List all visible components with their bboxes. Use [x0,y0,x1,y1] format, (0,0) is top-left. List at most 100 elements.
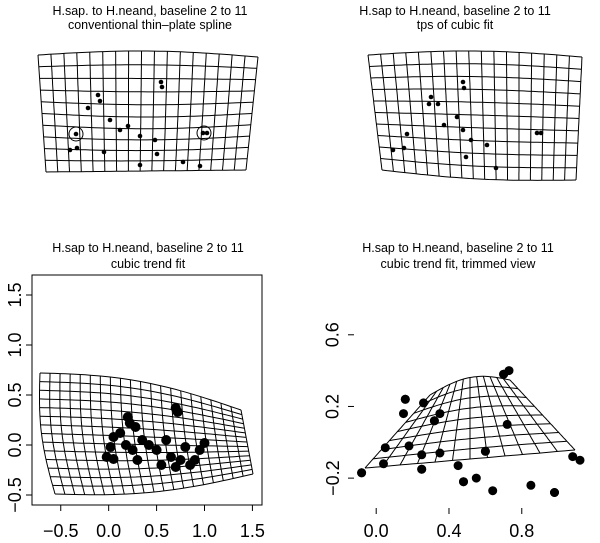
landmark-point [379,459,388,469]
p4-grid-vline [476,376,488,458]
p4-grid-vline [482,376,506,457]
landmark-point [390,147,396,153]
landmark-point [85,105,91,111]
p4-grid-vline [489,376,523,455]
p2-grid-vline [443,51,451,178]
landmark-point [417,450,427,460]
p1-grid-vline [50,54,59,172]
landmark-point [538,130,544,136]
p3-grid-vline [220,403,234,479]
x-tick-label: 0.5 [144,521,169,541]
y-tick-label: 0.6 [323,322,343,347]
x-tick-label: 0.0 [364,521,389,541]
p2-grid-vline [541,54,545,181]
landmark-ring [400,394,410,404]
p1-grid-vline [222,54,233,171]
landmark-point [115,428,126,438]
p3-grid-vline [190,393,204,485]
landmark-point [199,438,210,448]
landmark-point [180,442,191,452]
p2-grid-vline [575,56,583,181]
landmark-point [74,145,80,151]
p1-grid-vline [76,52,82,172]
landmark-point [480,446,490,456]
landmark-point [550,488,559,497]
landmark-point [151,445,162,455]
landmark-circle [68,126,84,142]
p4-grid-vline [509,379,576,451]
panel2-landmarks [390,79,544,171]
landmark-point [429,416,439,426]
p1-grid-hline [45,169,247,173]
p1-grid-vline [233,55,246,171]
p4-grid-vline [502,378,558,452]
landmark-point [159,84,165,90]
landmark-point [534,130,540,136]
p1-grid-vline [245,56,259,171]
landmark-point [484,142,490,148]
p1-grid-hline [41,101,254,106]
landmark-point [175,455,186,465]
panel4-trend-grid [364,375,576,469]
y-tick-label: 1.0 [5,332,25,357]
landmark-point [189,455,200,465]
landmark-point [428,94,434,100]
panel2-deformed-grid [367,50,583,181]
landmark-point [401,145,407,151]
p2-grid-hline [374,112,580,119]
landmark-point [426,101,432,107]
panel4-axes: 0.0 0.4 0.8 −0.2 0.2 0.6 [323,322,535,541]
landmark-ring [550,488,559,497]
p2-grid-vline [480,51,486,180]
panel3-trend-grid [39,372,254,496]
panel3-subtitle: cubic trend fit [111,257,186,271]
landmark-point [575,455,585,465]
landmark-ring [357,468,367,478]
p3-grid-vline [99,376,115,495]
p2-grid-vline [552,54,558,181]
p2-grid-vline [430,51,440,177]
landmark-point [404,131,410,137]
landmark-point [441,122,447,128]
p2-grid-vline [529,53,533,181]
landmark-point [137,162,143,168]
p2-grid-vline [367,54,383,171]
p1-grid-hline [39,77,256,81]
landmark-point [435,448,445,458]
landmark-point [73,131,79,137]
landmark-point [125,123,131,129]
landmark-point [172,407,183,417]
landmark-point [460,79,466,85]
landmark-ring [429,416,439,426]
p1-grid-hline [42,124,251,130]
p3-grid-vline [210,399,224,481]
p2-grid-hline [376,123,579,132]
p3-grid-vline [129,379,145,494]
panel3-plot-frame [31,274,263,506]
landmark-point [435,101,441,107]
landmark-point [460,127,466,133]
p1-grid-hline [40,89,255,93]
p3-grid-vline [69,373,86,495]
landmark-point [161,435,172,445]
p2-grid-hline [369,63,582,70]
p4-grid-vline [452,379,464,461]
p1-grid-vline [163,51,168,171]
p2-grid-vline [506,51,508,181]
x-tick-label: 0.4 [436,521,461,541]
p2-grid-hline [381,169,577,181]
landmark-point [204,130,210,136]
landmark-point [170,462,181,472]
p2-grid-vline [405,52,417,174]
p3-grid-vline [49,373,66,495]
p3-grid-vline [230,406,244,477]
landmark-point [97,98,103,104]
landmark-point [95,92,101,98]
p1-grid-vline [37,54,47,173]
landmark-point [459,477,468,487]
p2-grid-vline [564,55,570,181]
p1-grid-vline [174,51,181,171]
landmark-point [502,419,512,429]
p1-grid-hline [41,113,253,118]
p2-grid-hline [373,100,580,107]
